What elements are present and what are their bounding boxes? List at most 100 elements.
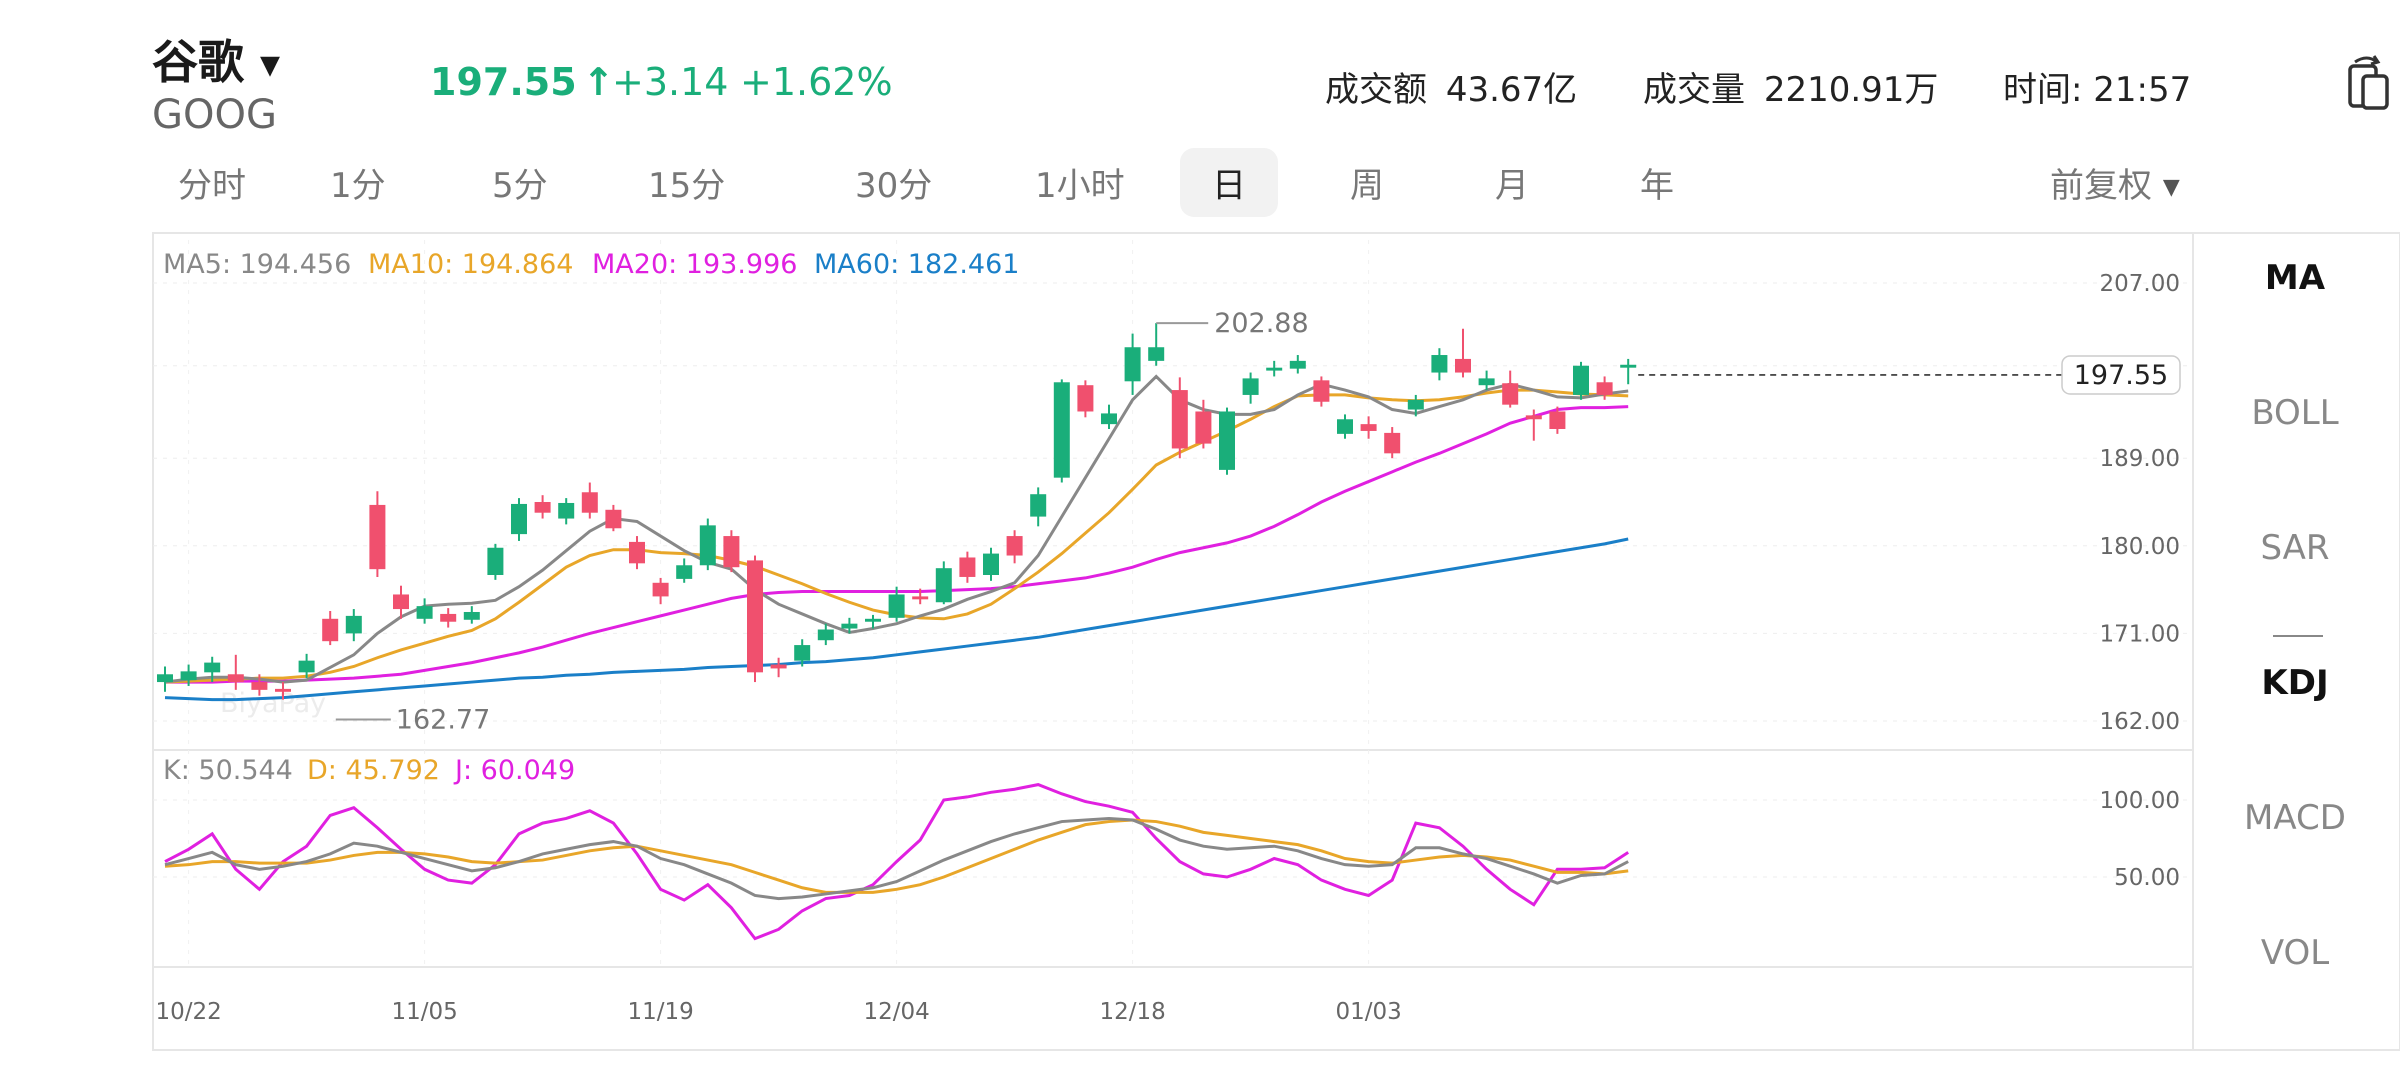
period-tabs: 分时 1分 5分 15分 30分 1小时 日 周 月 年 — [0, 148, 2400, 217]
tab-9[interactable]: 年 — [1640, 166, 1674, 206]
tab-1[interactable]: 1分 — [330, 166, 386, 206]
candle — [983, 547, 999, 581]
watermark-text: BiyaPay — [220, 688, 326, 719]
tab-0[interactable]: 分时 — [178, 166, 246, 206]
time-tick-label: 11/05 — [391, 999, 457, 1025]
indicator-ma-button[interactable]: MA — [2264, 258, 2326, 298]
candle — [581, 482, 598, 519]
legend-ma60: MA60: 182.461 — [814, 249, 1019, 280]
indicator-boll-button[interactable]: BOLL — [2251, 393, 2339, 433]
last-price-box — [2061, 355, 2181, 395]
price-tick-label: 162.00 — [2100, 709, 2180, 735]
candle — [369, 491, 386, 577]
candle — [275, 682, 291, 700]
tab-6[interactable]: 日 — [1180, 148, 1278, 217]
price-tick-label: 189.00 — [2100, 446, 2180, 472]
low-price-label: 162.77 — [396, 705, 490, 736]
candle-body — [1219, 411, 1235, 470]
candle-body — [1148, 347, 1165, 361]
tab-4[interactable]: 30分 — [855, 166, 933, 206]
caret-down-icon: ▼ — [2162, 175, 2180, 200]
candle — [652, 577, 669, 605]
current-price: 197.55 ↑ — [430, 60, 614, 104]
candle-body — [1266, 367, 1283, 371]
candle-body — [770, 664, 787, 669]
adjust-dropdown[interactable]: 前复权 ▼ — [2050, 158, 2180, 207]
rotate-screen-icon[interactable] — [2345, 52, 2391, 112]
candle — [794, 639, 811, 667]
legend-kdj-d: D: 45.792 — [307, 755, 440, 786]
price-value: 197.55 — [430, 60, 577, 104]
candle — [227, 654, 244, 690]
tab-5[interactable]: 1小时 — [1035, 166, 1125, 206]
candle — [1549, 406, 1566, 434]
tab-2[interactable]: 5分 — [492, 166, 548, 206]
candle — [416, 598, 433, 624]
time: 时间: 21:57 — [2003, 62, 2191, 111]
stock-name[interactable]: 谷歌 ▼ — [152, 26, 280, 92]
candle-body — [605, 509, 622, 529]
candle — [1573, 361, 1589, 400]
candle — [1360, 416, 1377, 439]
time-tick-label: 11/19 — [627, 999, 693, 1025]
candle-body — [227, 674, 244, 683]
candle — [1596, 376, 1613, 400]
candle — [440, 608, 457, 628]
time-tick-label: 12/18 — [1099, 999, 1165, 1025]
candle-body — [416, 606, 433, 619]
time-tick-label: 01/03 — [1335, 999, 1401, 1025]
candle — [511, 498, 527, 541]
candle — [463, 606, 480, 624]
candle — [1077, 380, 1094, 418]
candle — [699, 518, 716, 571]
candle — [251, 674, 268, 696]
candle-body — [888, 594, 905, 618]
chart-frame — [152, 232, 2400, 1051]
candle — [959, 551, 976, 583]
candle-body — [487, 547, 504, 575]
candle — [1242, 372, 1259, 404]
turnover: 成交额 43.67亿 — [1325, 62, 1577, 111]
candle-body — [1431, 355, 1448, 373]
candle — [912, 588, 929, 605]
candle-body — [959, 557, 976, 577]
candle-body — [1525, 415, 1542, 420]
candle — [1337, 414, 1353, 439]
candle-body — [1124, 347, 1141, 382]
candle-body — [794, 645, 811, 661]
candle — [676, 558, 693, 583]
candle — [1384, 427, 1401, 459]
candle-body — [180, 671, 197, 681]
indicator-sar-button[interactable]: SAR — [2260, 528, 2330, 568]
candle — [204, 656, 221, 683]
candle — [534, 495, 551, 519]
arrow-up-icon: ↑ — [582, 60, 615, 104]
adjust-label: 前复权 — [2050, 166, 2152, 206]
indicator-kdj-button[interactable]: KDJ — [2261, 663, 2329, 703]
legend-kdj-k: K: 50.544 — [163, 755, 293, 786]
stock-ticker: GOOG — [152, 92, 277, 138]
kdj-tick-label: 50.00 — [2114, 865, 2180, 891]
candle-body — [440, 613, 457, 622]
candle-body — [1455, 358, 1471, 373]
tab-3[interactable]: 15分 — [648, 166, 726, 206]
time-tick-label: 10/22 — [155, 999, 221, 1025]
candle — [1478, 370, 1495, 391]
candle-body — [298, 660, 315, 673]
candle-body — [1006, 536, 1023, 556]
tab-7[interactable]: 周 — [1350, 166, 1384, 206]
candle-body — [1573, 365, 1589, 395]
candle — [322, 611, 339, 646]
candle — [1313, 376, 1330, 407]
candle — [1171, 377, 1188, 459]
volume-value: 2210.91万 — [1763, 70, 1939, 110]
kdj-tick-label: 100.00 — [2100, 788, 2180, 814]
candle — [180, 664, 197, 686]
indicator-macd-button[interactable]: MACD — [2244, 798, 2346, 838]
caret-down-icon[interactable]: ▼ — [260, 50, 281, 81]
indicator-vol-button[interactable]: VOL — [2260, 933, 2330, 973]
candle — [747, 555, 763, 683]
candle-body — [676, 565, 693, 579]
tab-8[interactable]: 月 — [1495, 166, 1529, 206]
